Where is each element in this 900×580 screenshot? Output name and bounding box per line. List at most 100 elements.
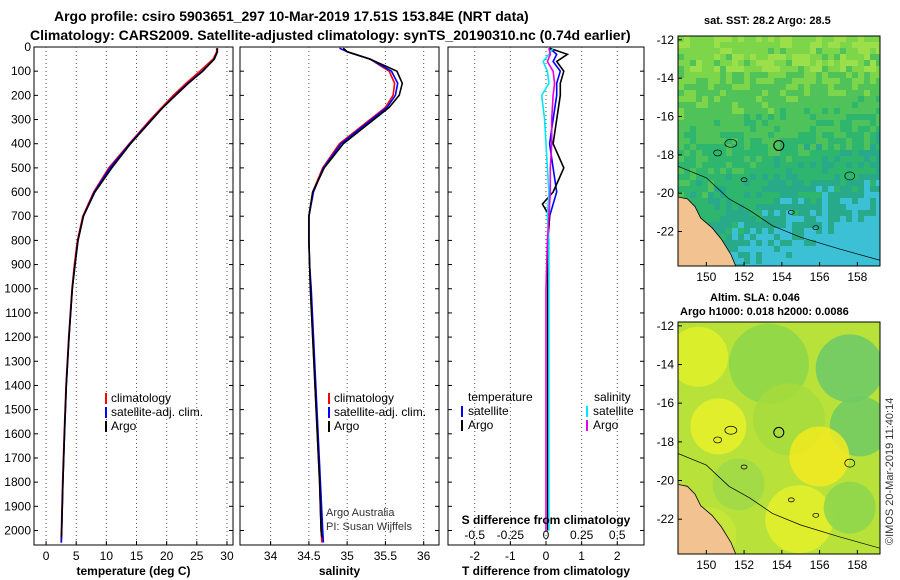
sst-cell (738, 246, 744, 252)
sst-cell (690, 48, 696, 54)
sst-cell (774, 144, 780, 150)
sst-cell (864, 42, 870, 48)
sst-cell (744, 258, 750, 264)
sst-cell (858, 258, 864, 264)
sst-cell (684, 114, 690, 120)
sst-cell (798, 132, 804, 138)
sst-cell (810, 108, 816, 114)
sst-cell (870, 78, 876, 84)
sst-cell (816, 114, 822, 120)
sst-cell (876, 66, 880, 72)
sst-cell (858, 114, 864, 120)
sst-cell (714, 60, 720, 66)
depth-tick-label: 900 (11, 258, 31, 272)
sst-cell (774, 216, 780, 222)
sst-cell (810, 132, 816, 138)
sst-cell (846, 108, 852, 114)
sst-cell (786, 240, 792, 246)
sst-cell (726, 186, 732, 192)
sst-cell (690, 174, 696, 180)
sst-cell (840, 108, 846, 114)
sst-cell (744, 102, 750, 108)
sst-cell (810, 228, 816, 234)
sst-cell (756, 216, 762, 222)
sst-cell (768, 204, 774, 210)
difference-legend-label: Argo (593, 418, 619, 432)
sst-cell (726, 114, 732, 120)
sst-cell (846, 114, 852, 120)
depth-tick-label: 0 (24, 40, 31, 54)
sst-cell (702, 144, 708, 150)
sst-cell (732, 228, 738, 234)
sst-cell (690, 192, 696, 198)
sst-cell (780, 192, 786, 198)
sst-cell (744, 66, 750, 72)
sst-cell (750, 36, 756, 42)
sst-cell (828, 144, 834, 150)
sst-cell (720, 180, 726, 186)
sst-cell (786, 54, 792, 60)
sst-cell (870, 60, 876, 66)
sst-cell (684, 126, 690, 132)
sst-cell (774, 48, 780, 54)
sst-cell (840, 102, 846, 108)
sst-cell (780, 150, 786, 156)
sst-cell (864, 54, 870, 60)
sst-cell (834, 42, 840, 48)
difference-legend-label: satellite (468, 404, 509, 418)
sst-cell (780, 60, 786, 66)
sst-cell (780, 72, 786, 78)
sst-cell (714, 78, 720, 84)
sst-cell (780, 204, 786, 210)
sst-cell (804, 144, 810, 150)
sst-cell (702, 60, 708, 66)
depth-tick-label: 700 (11, 209, 31, 223)
sst-cell (858, 138, 864, 144)
sst-cell (852, 144, 858, 150)
sst-cell (804, 72, 810, 78)
sst-cell (840, 60, 846, 66)
sst-cell (852, 180, 858, 186)
sst-cell (774, 72, 780, 78)
sst-cell (792, 156, 798, 162)
sst-cell (786, 174, 792, 180)
sst-cell (774, 132, 780, 138)
sst-cell (852, 210, 858, 216)
sst-cell (846, 54, 852, 60)
sst-cell (762, 36, 768, 42)
sst-cell (834, 36, 840, 42)
sst-cell (816, 54, 822, 60)
sst-cell (786, 186, 792, 192)
sst-cell (696, 132, 702, 138)
sst-cell (774, 222, 780, 228)
sst-cell (804, 180, 810, 186)
sst-cell (744, 90, 750, 96)
differences-x-tick-label: 1 (578, 549, 585, 563)
sst-cell (840, 138, 846, 144)
sst-cell (798, 138, 804, 144)
sst-cell (750, 48, 756, 54)
sst-cell (714, 198, 720, 204)
sst-cell (768, 54, 774, 60)
sst-cell (744, 180, 750, 186)
sst-cell (816, 216, 822, 222)
sst-cell (732, 42, 738, 48)
sst-cell (858, 84, 864, 90)
sst-cell (708, 90, 714, 96)
sst-cell (810, 42, 816, 48)
sst-cell (732, 36, 738, 42)
sst-cell (690, 114, 696, 120)
sst-cell (756, 156, 762, 162)
sst-cell (714, 186, 720, 192)
sst-cell (684, 162, 690, 168)
sst-cell (810, 138, 816, 144)
sst-cell (858, 198, 864, 204)
sst-cell (786, 90, 792, 96)
sst-cell (846, 144, 852, 150)
sst-cell (876, 192, 880, 198)
sst-cell (786, 96, 792, 102)
difference-x-label-top: S difference from climatology (462, 513, 631, 527)
salinity-x-tick-label: 36 (417, 549, 431, 563)
sst-cell (750, 96, 756, 102)
sst-cell (756, 168, 762, 174)
